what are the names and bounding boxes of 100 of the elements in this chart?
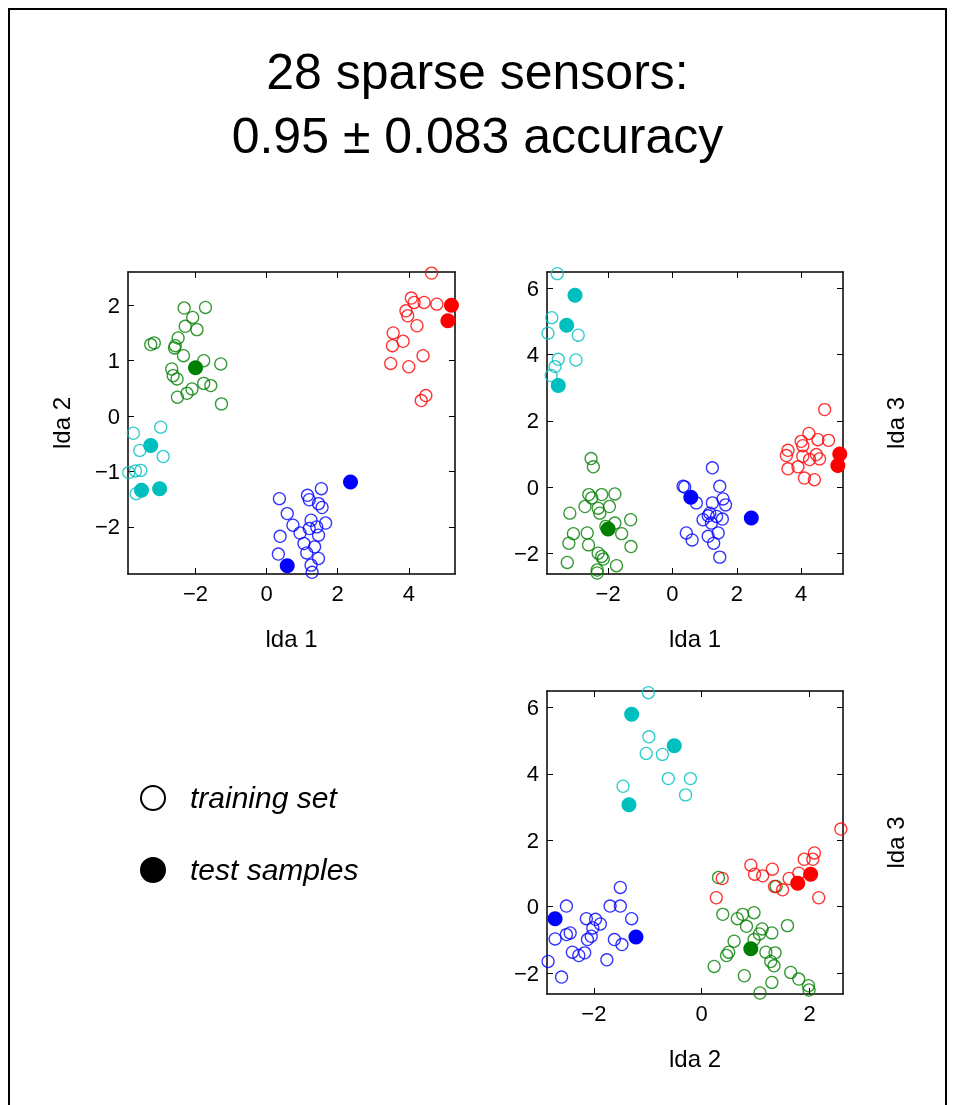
y-tick-label: −2 (513, 540, 539, 566)
point (134, 463, 148, 478)
point (683, 489, 699, 505)
point (311, 496, 326, 511)
point (565, 945, 579, 959)
point (807, 473, 822, 487)
point (603, 899, 617, 913)
point (802, 983, 816, 997)
point (186, 310, 200, 325)
point (578, 946, 592, 960)
point (639, 746, 653, 761)
point (171, 331, 185, 345)
point (782, 871, 796, 886)
point (602, 499, 617, 514)
point (621, 797, 637, 813)
point (588, 912, 603, 926)
point (580, 526, 594, 540)
point (385, 339, 400, 353)
point (655, 747, 670, 762)
point (410, 319, 424, 333)
point (737, 969, 751, 983)
chart-title: 28 sparse sensors: 0.95 ± 0.083 accuracy (230, 43, 725, 166)
point (165, 362, 179, 376)
point (811, 433, 825, 447)
point (678, 788, 693, 802)
point (550, 267, 564, 281)
point (806, 852, 820, 866)
point (747, 867, 762, 881)
point (591, 546, 605, 560)
point (595, 487, 609, 502)
point (550, 377, 566, 393)
point (122, 465, 136, 480)
point (727, 934, 741, 948)
point (747, 906, 761, 920)
point (747, 932, 761, 947)
point (559, 899, 574, 913)
point (176, 349, 191, 363)
point (809, 447, 823, 462)
point (756, 869, 770, 883)
point (300, 546, 314, 560)
point (541, 954, 555, 969)
point (593, 917, 608, 931)
point (554, 970, 569, 984)
point (718, 498, 733, 512)
point (781, 443, 795, 457)
point (582, 487, 596, 502)
y-tick-label: 0 (526, 474, 539, 500)
point (812, 891, 826, 905)
point (126, 426, 140, 440)
point (801, 979, 816, 993)
point (302, 521, 316, 536)
point (802, 452, 817, 467)
point (765, 926, 779, 940)
point (133, 443, 147, 458)
point (666, 738, 682, 754)
point (569, 353, 583, 367)
y-axis-title: lda 3 (881, 816, 909, 869)
point (214, 357, 228, 371)
point (399, 304, 413, 318)
point (541, 326, 555, 340)
point (797, 852, 811, 866)
point (739, 919, 754, 933)
point (796, 449, 810, 463)
point (807, 846, 822, 860)
point (755, 922, 769, 936)
point (780, 918, 795, 933)
point (304, 513, 318, 527)
y-tick-label: 2 (526, 827, 539, 853)
point (214, 397, 229, 411)
point (417, 295, 431, 310)
point (562, 536, 576, 550)
point (548, 932, 562, 946)
point (765, 862, 780, 876)
point (715, 512, 729, 526)
y-tick-label: 4 (526, 342, 539, 368)
point (177, 301, 191, 315)
point (300, 488, 315, 502)
point (419, 388, 433, 403)
point (716, 492, 730, 506)
point (796, 439, 810, 453)
point (401, 309, 415, 323)
point (560, 555, 574, 570)
point (128, 464, 143, 478)
point (304, 558, 318, 572)
point (544, 368, 558, 383)
point (384, 356, 398, 371)
point (170, 390, 185, 404)
point (713, 479, 727, 493)
x-tick-label: 0 (666, 580, 679, 606)
point (790, 875, 806, 891)
point (713, 550, 727, 564)
point (581, 538, 596, 552)
point (414, 393, 428, 408)
point (616, 779, 630, 793)
point (834, 822, 848, 836)
point (188, 360, 204, 376)
point (779, 448, 794, 463)
y-axis-title: lda 3 (881, 396, 909, 450)
x-tick-label: 2 (803, 1000, 816, 1026)
point (584, 929, 598, 943)
